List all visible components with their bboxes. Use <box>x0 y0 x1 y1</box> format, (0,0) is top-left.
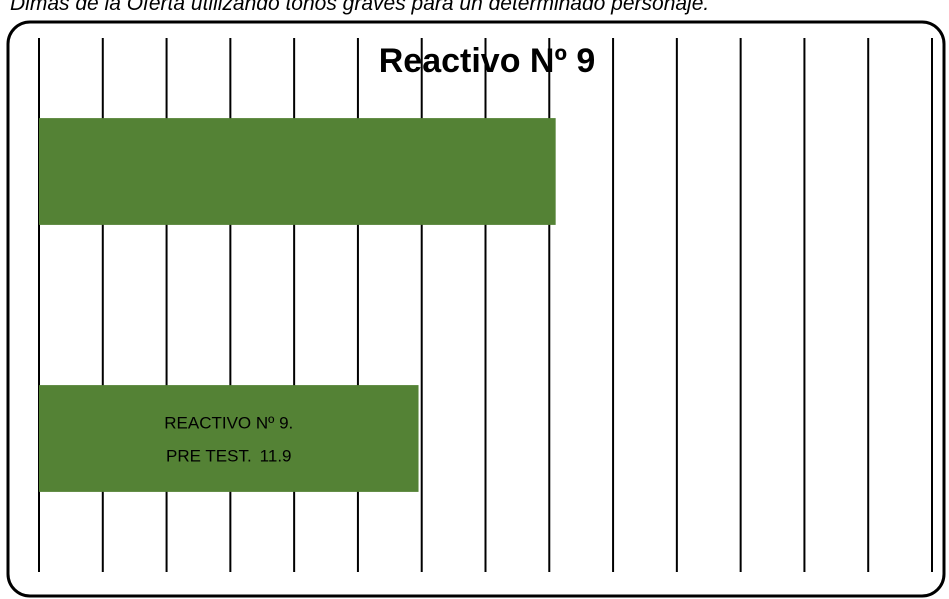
data-label-value: 11.9 <box>260 447 292 466</box>
data-label-series: PRE TEST. <box>166 447 252 466</box>
bar <box>39 118 556 225</box>
bars: REACTIVO Nº 9. PRE TEST. 11.9 <box>39 118 556 492</box>
data-label: PRE TEST. 11.9 <box>166 447 291 466</box>
caption: Dimas de la Oferta utilizando tonos grav… <box>10 0 709 15</box>
data-label-category: REACTIVO Nº 9. <box>164 414 293 433</box>
chart-title: Reactivo Nº 9 <box>379 42 596 80</box>
bar <box>39 385 419 492</box>
